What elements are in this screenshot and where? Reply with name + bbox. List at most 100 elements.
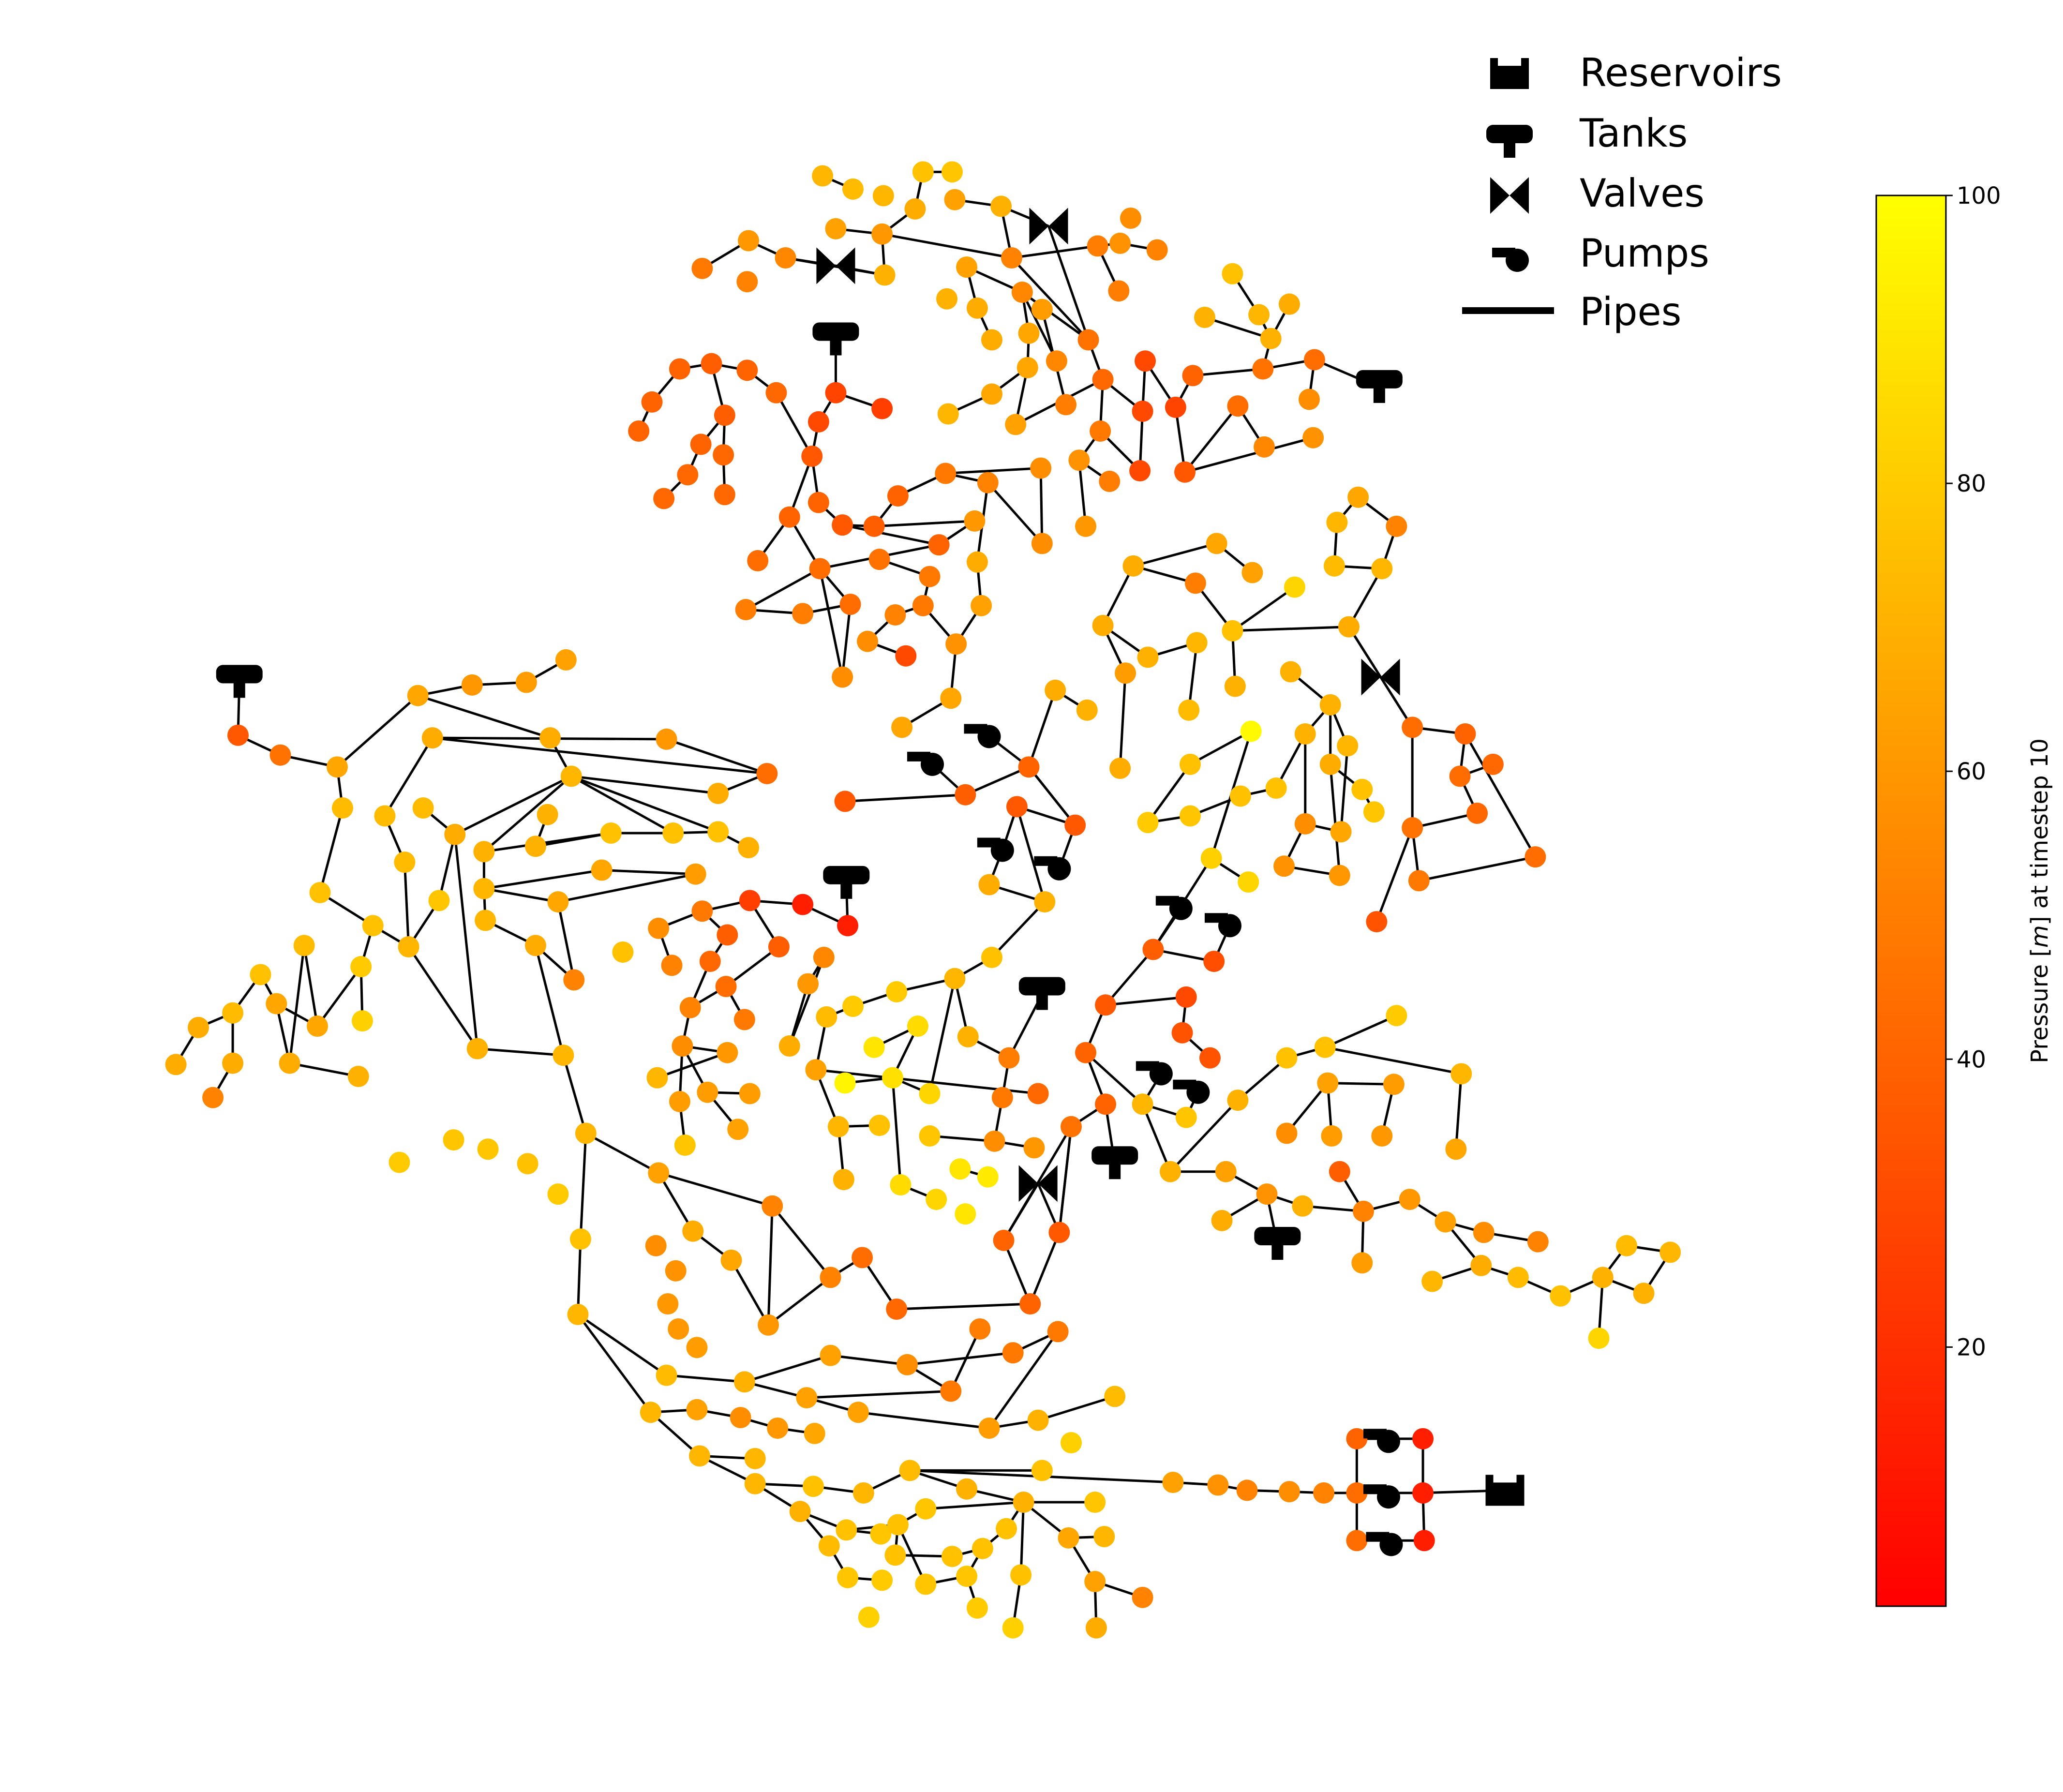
pipe-segment bbox=[1011, 257, 1090, 341]
junction-node bbox=[805, 1059, 827, 1081]
junction-node bbox=[555, 649, 577, 671]
junction-node bbox=[863, 1036, 885, 1058]
junction-node bbox=[1001, 247, 1022, 269]
junction-node bbox=[957, 1026, 979, 1047]
pipe-segment bbox=[1340, 746, 1349, 832]
junction-node bbox=[1525, 846, 1546, 868]
junction-node bbox=[832, 514, 853, 536]
junction-node bbox=[517, 1153, 538, 1175]
junction-node bbox=[870, 1523, 892, 1545]
junction-node bbox=[1109, 232, 1131, 254]
pipe-segment bbox=[432, 736, 767, 775]
junction-node bbox=[1137, 646, 1159, 668]
junction-node bbox=[1450, 1063, 1472, 1085]
junction-node bbox=[1329, 865, 1350, 886]
junction-node bbox=[679, 997, 701, 1018]
junction-node bbox=[1346, 1530, 1368, 1552]
junction-node bbox=[407, 685, 429, 706]
junction-node bbox=[1265, 777, 1287, 799]
junction-node bbox=[1046, 350, 1067, 372]
pipe-segment bbox=[1119, 673, 1127, 769]
junction-node bbox=[1298, 388, 1320, 410]
junction-node bbox=[1142, 939, 1164, 960]
pipe-segment bbox=[1464, 733, 1537, 858]
junction-node bbox=[1633, 1283, 1655, 1304]
pipe-segment bbox=[666, 738, 768, 775]
junction-node bbox=[1027, 1083, 1049, 1105]
junction-node bbox=[250, 964, 271, 986]
junction-node bbox=[863, 515, 885, 537]
junction-node bbox=[1215, 1161, 1237, 1182]
junction-node bbox=[1104, 1386, 1126, 1407]
pipe-segment bbox=[788, 957, 825, 1046]
junction-node bbox=[701, 353, 722, 374]
junction-node bbox=[1019, 1293, 1041, 1315]
junction-node bbox=[293, 935, 315, 956]
pipe-segment bbox=[1412, 812, 1478, 829]
pipe-segment bbox=[571, 775, 718, 795]
junction-node bbox=[736, 271, 758, 293]
junction-node bbox=[1240, 720, 1262, 742]
junction-node bbox=[428, 890, 450, 911]
legend-item-pumps: Pumps bbox=[1492, 231, 1709, 276]
junction-node bbox=[1085, 1617, 1107, 1639]
pipe-segment bbox=[417, 694, 551, 739]
junction-node bbox=[1346, 1428, 1368, 1449]
pipe-segment bbox=[1169, 1099, 1239, 1173]
junction-node bbox=[350, 956, 372, 978]
junction-node bbox=[941, 1546, 963, 1568]
junction-node bbox=[1473, 1222, 1495, 1243]
pipe-segment bbox=[1187, 642, 1198, 711]
junction-node bbox=[1115, 662, 1136, 684]
junction-node bbox=[834, 1072, 856, 1094]
pipe-segment bbox=[1105, 996, 1187, 1006]
junction-node bbox=[1329, 1161, 1350, 1182]
junction-node bbox=[1303, 349, 1325, 371]
junction-node bbox=[1211, 1210, 1233, 1231]
junction-node bbox=[717, 924, 738, 946]
pipe-segment bbox=[579, 1133, 587, 1239]
junction-node bbox=[733, 1009, 755, 1030]
pipe-segment bbox=[1174, 407, 1186, 473]
pipe-segment bbox=[1204, 316, 1271, 340]
pressure-colorbar: 20 40 60 80 100 Pressure [m] at timestep 10 bbox=[1875, 182, 2053, 1607]
pipe-segment bbox=[897, 1524, 927, 1585]
junction-node bbox=[1093, 1526, 1115, 1548]
junction-node bbox=[1171, 1022, 1193, 1044]
junction-node bbox=[1351, 1252, 1373, 1274]
junction-node bbox=[524, 935, 546, 956]
junction-node bbox=[1330, 821, 1352, 843]
pump-icon bbox=[1363, 1429, 1400, 1453]
junction-node bbox=[1386, 1005, 1407, 1027]
junction-node bbox=[944, 189, 966, 210]
junction-node bbox=[884, 1544, 906, 1566]
junction-node bbox=[1326, 511, 1348, 533]
junction-node bbox=[1132, 1093, 1153, 1115]
junction-node bbox=[648, 1162, 670, 1184]
pipe-segment bbox=[557, 901, 575, 980]
pump-icon bbox=[1363, 1484, 1400, 1509]
junction-node bbox=[812, 165, 834, 187]
junction-node bbox=[1319, 753, 1341, 775]
junction-node bbox=[682, 1220, 704, 1242]
junction-node bbox=[868, 549, 890, 570]
junction-node bbox=[473, 878, 495, 899]
junction-node bbox=[1313, 1482, 1335, 1504]
junction-node bbox=[515, 672, 537, 693]
junction-node bbox=[1371, 1125, 1393, 1147]
pipe-segment bbox=[484, 832, 612, 853]
junction-node bbox=[1095, 1093, 1117, 1115]
junction-node bbox=[966, 297, 988, 319]
junction-node bbox=[928, 534, 950, 556]
junction-node bbox=[1412, 1482, 1434, 1504]
junction-node bbox=[1507, 1267, 1529, 1288]
pipe-segment bbox=[1141, 1104, 1172, 1172]
junction-node bbox=[1027, 1409, 1049, 1431]
junction-node bbox=[797, 973, 819, 995]
junction-node bbox=[955, 784, 976, 806]
junction-node bbox=[1317, 1072, 1339, 1094]
junction-node bbox=[775, 247, 796, 269]
junction-node bbox=[1159, 1161, 1181, 1182]
pipe-segment bbox=[477, 1047, 564, 1057]
